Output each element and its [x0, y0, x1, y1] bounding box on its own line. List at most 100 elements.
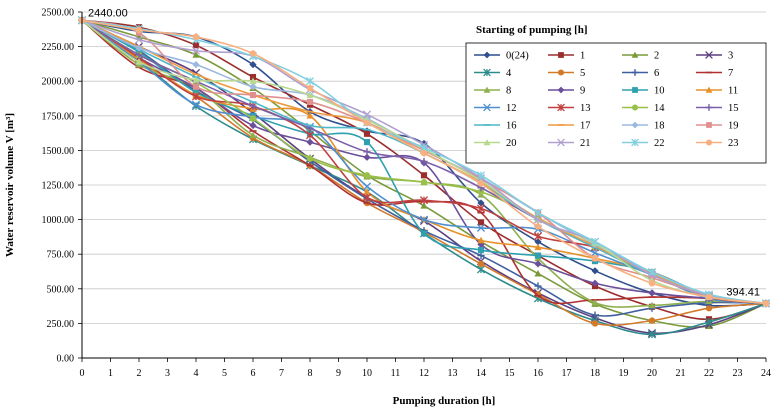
data-point [477, 188, 485, 196]
y-tick-label: 500.00 [47, 284, 75, 295]
legend-label: 14 [654, 103, 665, 114]
data-point [476, 223, 486, 232]
legend-label: 12 [506, 103, 517, 114]
legend-item: 8 [474, 86, 511, 97]
data-point [632, 87, 638, 93]
x-tick-label: 11 [391, 368, 401, 379]
data-point [363, 139, 371, 146]
legend-label: 2 [654, 51, 659, 62]
data-point [419, 215, 429, 224]
data-point [477, 260, 485, 268]
data-point [631, 51, 639, 58]
legend-item: 13 [548, 103, 591, 114]
data-point [591, 311, 599, 319]
legend-item: 10 [622, 86, 665, 97]
data-point [477, 180, 485, 187]
x-tick-label: 13 [448, 368, 458, 379]
y-tick-label: 1750.00 [42, 111, 75, 122]
data-point [249, 73, 257, 81]
data-point [306, 98, 314, 106]
data-point [705, 104, 713, 111]
data-point [363, 172, 371, 179]
legend-label: 21 [580, 138, 591, 149]
legend-item: 2 [622, 51, 659, 62]
data-point [557, 86, 565, 94]
data-point [477, 246, 485, 254]
data-point [631, 104, 639, 111]
legend-title: Starting of pumping [h] [476, 24, 588, 36]
data-point [534, 260, 542, 268]
data-point [631, 138, 639, 147]
legend-item: 11 [696, 86, 738, 97]
legend-label: 8 [506, 86, 511, 97]
data-point [249, 131, 257, 139]
x-tick-label: 22 [704, 368, 714, 379]
x-tick-label: 3 [165, 368, 170, 379]
data-point [306, 112, 314, 119]
data-point [534, 243, 542, 251]
data-point [191, 100, 201, 109]
data-point [476, 171, 486, 180]
data-point [135, 26, 143, 34]
data-point [477, 251, 485, 260]
data-point [306, 155, 314, 162]
x-tick-label: 16 [533, 368, 543, 379]
legend-label: 23 [728, 138, 739, 149]
data-point [362, 110, 372, 119]
x-tick-label: 23 [733, 368, 743, 379]
data-point [249, 77, 257, 85]
annotations: 2440.00 394.41 [88, 7, 760, 298]
data-point [533, 232, 543, 241]
data-point [591, 279, 599, 287]
x-tick-label: 24 [761, 368, 771, 379]
legend-label: 17 [580, 121, 591, 132]
data-point [249, 60, 257, 69]
x-tick-label: 15 [505, 368, 515, 379]
data-point [591, 320, 599, 327]
data-point [648, 289, 656, 297]
data-point [420, 157, 428, 166]
x-tick-label: 19 [619, 368, 629, 379]
data-point [648, 301, 656, 309]
legend-item: 9 [548, 86, 585, 97]
x-tick-label: 5 [222, 368, 227, 379]
x-tick-label: 9 [336, 368, 341, 379]
data-point [249, 121, 257, 130]
data-point [558, 52, 564, 58]
data-point [534, 223, 542, 230]
x-tick-label: 14 [476, 368, 486, 379]
x-tick-label: 8 [308, 368, 313, 379]
x-tick-label: 7 [279, 368, 284, 379]
legend-item: 7 [696, 68, 733, 79]
legend-label: 0(24) [506, 51, 529, 62]
data-point [420, 172, 428, 179]
legend-label: 22 [654, 138, 665, 149]
data-point [306, 138, 314, 146]
y-tick-label: 2000.00 [42, 77, 75, 88]
data-point [420, 202, 428, 209]
data-point [648, 280, 656, 287]
data-point [533, 215, 543, 224]
data-point [534, 252, 542, 259]
legend-item: 18 [622, 121, 665, 132]
data-point [483, 68, 491, 77]
data-point [362, 193, 372, 202]
data-point [590, 237, 600, 246]
data-point [192, 60, 200, 69]
y-tick-label: 1250.00 [42, 181, 75, 192]
legend-label: 5 [580, 68, 585, 79]
data-point [249, 50, 257, 57]
data-point [192, 76, 200, 83]
legend-item: 1 [548, 51, 585, 62]
x-tick-label: 0 [80, 368, 85, 379]
data-point [631, 121, 639, 129]
legend-item: 5 [548, 68, 585, 79]
data-point [534, 238, 542, 246]
y-tick-label: 0.00 [57, 354, 75, 365]
data-point [363, 130, 371, 137]
y-axis-title: Water reservoir volume V [m³] [4, 113, 16, 257]
data-point [591, 255, 599, 262]
series-lines [77, 16, 771, 339]
legend-label: 7 [728, 68, 733, 79]
